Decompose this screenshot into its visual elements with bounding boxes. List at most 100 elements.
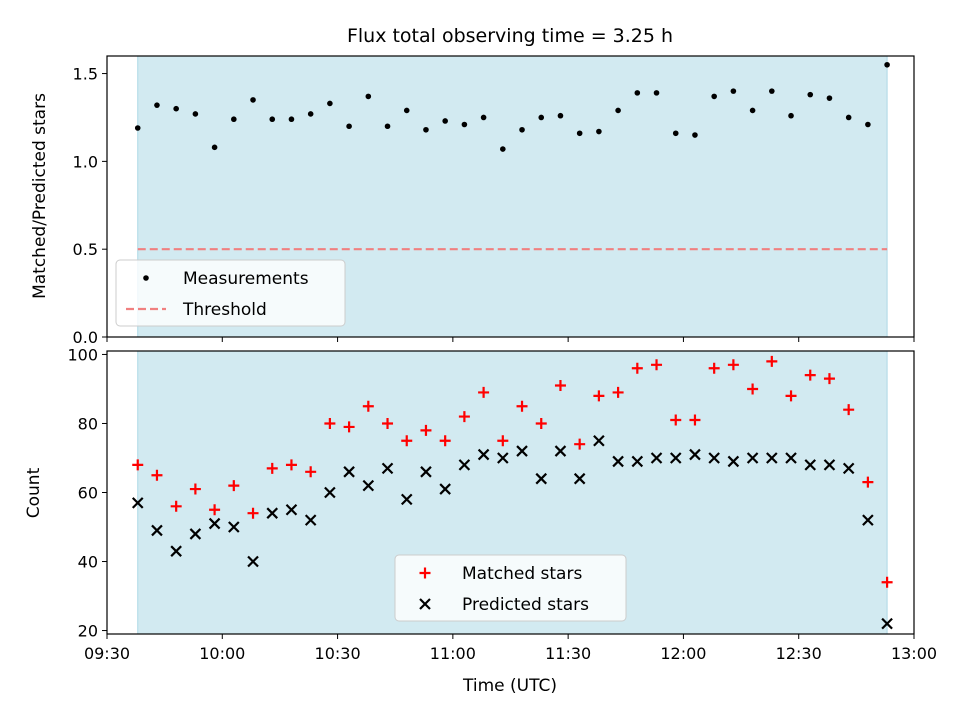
data-point <box>439 435 451 447</box>
bottom-axes-frame <box>106 350 915 635</box>
legend-swatch <box>419 567 431 579</box>
data-point <box>250 97 256 103</box>
bottom-x-tick-label: 09:30 <box>84 644 130 663</box>
data-point <box>228 480 240 492</box>
data-point <box>189 483 201 495</box>
data-point <box>788 112 794 119</box>
data-point <box>497 452 509 464</box>
chart-title: Flux total observing time = 3.25 h <box>347 25 673 47</box>
data-point <box>458 459 471 471</box>
data-point <box>672 130 679 137</box>
data-point <box>304 514 317 526</box>
bottom-x-tick-label: 10:30 <box>315 644 361 663</box>
data-point <box>823 459 836 471</box>
bottom-y-tick-label: 20 <box>78 622 98 641</box>
data-point <box>708 362 720 374</box>
data-point <box>362 479 375 492</box>
data-point <box>516 400 528 412</box>
x-axis-label: Time (UTC) <box>462 676 557 696</box>
data-point <box>362 400 374 412</box>
top-series-measurements <box>134 61 890 152</box>
data-point <box>881 576 893 588</box>
data-point <box>766 452 778 464</box>
data-point <box>746 452 759 464</box>
data-point <box>615 107 621 114</box>
data-point <box>151 469 163 481</box>
data-point <box>689 414 701 426</box>
data-point <box>749 107 756 114</box>
data-point <box>804 459 817 471</box>
data-point <box>708 452 720 464</box>
data-point <box>403 107 410 114</box>
data-point <box>343 421 355 433</box>
data-point <box>401 435 413 447</box>
data-point <box>173 105 179 112</box>
data-point <box>400 493 413 506</box>
data-point <box>576 130 583 137</box>
data-point <box>634 90 641 96</box>
data-point <box>785 452 797 464</box>
bottom-y-axis-label: Count <box>24 467 44 518</box>
data-point <box>845 114 852 121</box>
data-point <box>711 93 717 100</box>
bottom-plot-area: 20 40 60 80 100 09:30 10:00 10:30 11:00 11:30 12:0… <box>67 345 937 663</box>
data-point <box>807 91 814 98</box>
data-point <box>288 116 295 123</box>
data-point <box>538 114 545 121</box>
top-plot-area: 0.0 0.5 1.0 1.5 Measurements Threshold <box>73 55 915 347</box>
data-point <box>727 359 739 371</box>
top-legend: Measurements Threshold <box>115 259 346 327</box>
top-y-axis-label: Matched/Predicted stars <box>30 93 50 299</box>
data-point <box>420 466 432 478</box>
top-axes-frame <box>106 55 915 338</box>
data-point <box>266 507 279 519</box>
legend-swatch <box>419 598 431 610</box>
data-point <box>477 448 490 461</box>
legend-swatch <box>143 275 149 281</box>
data-point <box>785 390 797 402</box>
data-point <box>151 524 163 537</box>
bottom-x-tick-label: 11:00 <box>430 644 476 663</box>
bottom-y-tick-label: 100 <box>67 345 98 364</box>
legend-box <box>115 259 346 327</box>
data-point <box>423 126 429 133</box>
data-point <box>535 472 548 485</box>
data-point <box>689 448 701 461</box>
bottom-x-tick-label: 10:00 <box>199 644 245 663</box>
data-point <box>593 434 605 447</box>
data-point <box>343 466 355 478</box>
data-point <box>766 355 778 367</box>
data-point <box>500 146 506 152</box>
bottom-x-tick-label: 12:00 <box>660 644 706 663</box>
data-point <box>631 455 644 468</box>
data-point <box>439 483 451 495</box>
data-point <box>554 380 566 392</box>
data-point <box>170 500 182 512</box>
data-point <box>461 121 468 128</box>
data-point <box>884 61 890 68</box>
data-point <box>519 126 525 133</box>
data-point <box>769 88 775 94</box>
data-point <box>612 386 624 398</box>
data-point <box>557 112 564 119</box>
data-point <box>189 528 202 540</box>
bottom-y-tick-label: 40 <box>78 553 98 572</box>
data-point <box>134 125 141 131</box>
data-point <box>131 497 144 509</box>
data-point <box>346 123 352 130</box>
data-point <box>554 445 567 457</box>
data-point <box>382 417 394 429</box>
data-point <box>823 373 835 385</box>
data-point <box>192 111 199 117</box>
top-y-tick-label: 1.5 <box>73 65 98 84</box>
bottom-x-tick-label: 11:30 <box>545 644 591 663</box>
data-point <box>843 404 855 416</box>
legend-label: Measurements <box>183 269 309 289</box>
data-point <box>327 100 333 107</box>
data-point <box>593 390 605 402</box>
data-point <box>862 514 874 526</box>
data-point <box>324 486 336 499</box>
bottom-y-tick-label: 80 <box>78 414 98 433</box>
top-y-tick-label: 0.5 <box>73 240 98 259</box>
